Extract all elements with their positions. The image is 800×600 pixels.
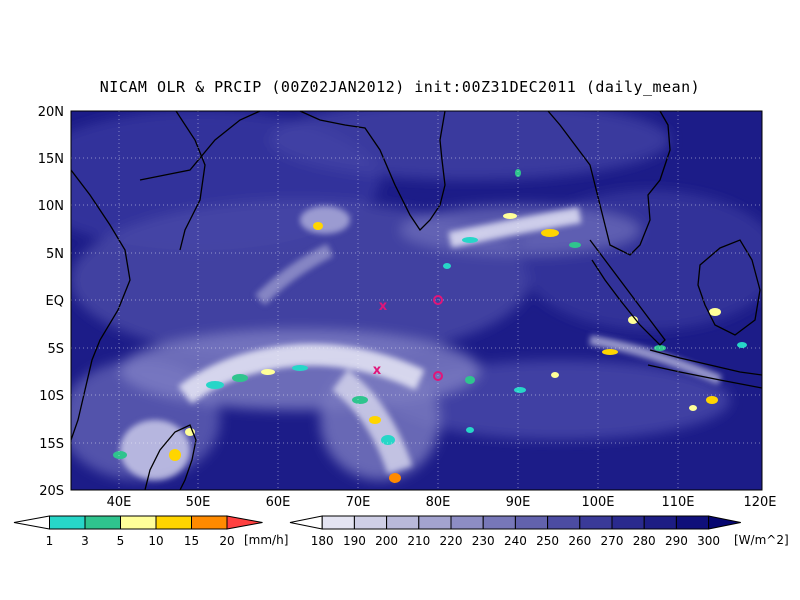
olr-swatch (514, 515, 549, 530)
precip-swatch (155, 515, 192, 530)
olr-tick-label: 230 (472, 534, 495, 548)
precip-arrow-high (226, 515, 263, 530)
olr-swatch (547, 515, 581, 530)
precip-tick-label: 3 (81, 534, 89, 548)
olr-swatch (643, 515, 677, 530)
olr-swatch (450, 515, 484, 530)
lon-label: 70E (346, 495, 371, 510)
olr-unit: [W/m^2] (734, 533, 789, 547)
x-marker-73E-7S: x (373, 363, 382, 378)
olr-swatch (482, 515, 516, 530)
olr-tick-label: 260 (568, 534, 591, 548)
precip-unit: [mm/h] (244, 533, 288, 547)
olr-tick-label: 190 (343, 534, 366, 548)
coastlines (71, 111, 762, 490)
lon-label: 110E (661, 495, 694, 510)
precip-tick-label: 1 (46, 534, 54, 548)
lat-label: 15S (39, 437, 64, 452)
lat-label: 10N (38, 199, 64, 214)
precip-arrow-low (13, 515, 50, 530)
lat-axis: 20N 15N 10N 5N EQ 5S 10S 15S 20S (38, 105, 64, 499)
lon-label: 50E (186, 495, 211, 510)
lon-label: 100E (581, 495, 614, 510)
olr-tick-label: 290 (665, 534, 688, 548)
map-plot-area: x x (71, 111, 762, 490)
lat-label: 20S (39, 484, 64, 499)
olr-tick-label: 210 (407, 534, 430, 548)
olr-tick-label: 220 (440, 534, 463, 548)
precip-tick-label: 10 (148, 534, 163, 548)
lat-label: EQ (46, 294, 64, 309)
o-marker-80E-EQ (433, 295, 443, 305)
olr-swatch (321, 515, 355, 530)
lat-label: 20N (38, 105, 64, 120)
lon-label: 80E (426, 495, 451, 510)
olr-tick-label: 270 (601, 534, 624, 548)
olr-swatch (418, 515, 452, 530)
lat-label: 10S (39, 389, 64, 404)
lon-label: 60E (266, 495, 291, 510)
precip-patches (113, 169, 747, 483)
olr-tick-label: 200 (375, 534, 398, 548)
precip-tick-label: 5 (117, 534, 125, 548)
precip-swatch (120, 515, 157, 530)
precip-swatch (191, 515, 228, 530)
olr-tick-label: 280 (633, 534, 656, 548)
lat-label: 15N (38, 152, 64, 167)
olr-tick-label: 300 (697, 534, 720, 548)
olr-tick-label: 250 (536, 534, 559, 548)
olr-swatch (675, 515, 710, 530)
precip-tick-label: 20 (219, 534, 234, 548)
lon-label: 120E (743, 495, 776, 510)
olr-tick-label: 180 (311, 534, 334, 548)
olr-arrow-low (289, 515, 323, 530)
o-marker-80E-8S (433, 371, 443, 381)
olr-arrow-high (708, 515, 741, 530)
lon-label: 90E (506, 495, 531, 510)
plot-frame (70, 110, 763, 491)
lon-axis: 40E 50E 60E 70E 80E 90E 100E 110E 120E (107, 495, 777, 510)
olr-tick-label: 240 (504, 534, 527, 548)
olr-swatch (353, 515, 388, 530)
olr-swatch (611, 515, 645, 530)
markers: x x (373, 295, 443, 381)
olr-colorbar: 180 190 200 210 220 230 240 250 260 270 280 290 300 (289, 515, 741, 548)
precip-tick-label: 15 (184, 534, 199, 548)
olr-swatch (386, 515, 420, 530)
lat-label: 5S (47, 342, 64, 357)
lon-label: 40E (107, 495, 132, 510)
x-marker-73E-1S: x (379, 299, 388, 314)
precip-swatch (84, 515, 121, 530)
chart-title: NICAM OLR & PRCIP (00Z02JAN2012) init:00… (99, 78, 701, 96)
precip-colorbar: 1 3 5 10 15 20 (13, 515, 263, 548)
lat-label: 5N (46, 247, 64, 262)
precip-swatch (49, 515, 86, 530)
olr-swatch (579, 515, 613, 530)
